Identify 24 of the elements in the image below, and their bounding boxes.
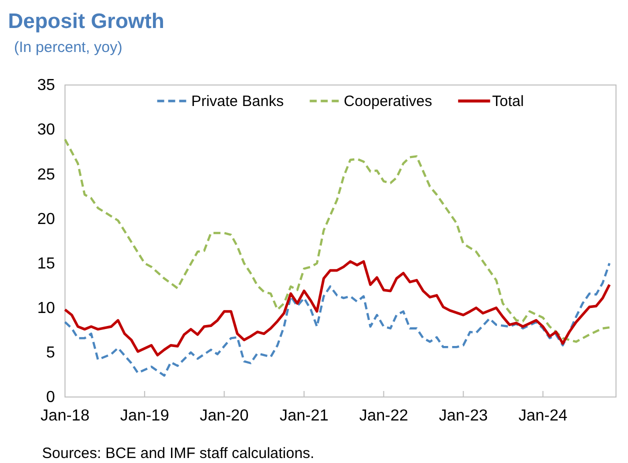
chart-subtitle: (In percent, yoy) (14, 39, 122, 56)
x-tick-label: Jan-18 (40, 407, 90, 424)
line-series (64, 260, 611, 356)
y-tick-label: 15 (37, 255, 56, 272)
y-tick-label: 25 (37, 166, 56, 184)
y-tick-label: 20 (37, 210, 56, 228)
x-tick-label: Jan-22 (359, 407, 408, 424)
y-tick-label: 10 (37, 300, 56, 317)
y-tick-label: 30 (37, 122, 56, 139)
y-tick-label: 0 (46, 389, 56, 406)
x-tick-label: Jan-20 (200, 407, 249, 424)
source-note: Sources: BCE and IMF staff calculations. (42, 445, 314, 462)
x-tick-label: Jan-21 (280, 407, 329, 424)
legend-label: Total (492, 93, 524, 110)
x-tick-label: Jan-23 (438, 407, 488, 424)
line-series (64, 262, 611, 377)
x-tick-label: Jan-24 (518, 407, 568, 424)
legend-label: Cooperatives (344, 93, 432, 110)
y-tick-label: 5 (46, 344, 56, 362)
y-tick-label: 35 (37, 77, 56, 94)
x-tick-label: Jan-19 (120, 407, 170, 424)
line-series (64, 138, 611, 343)
legend-label: Private Banks (191, 93, 284, 110)
chart-title: Deposit Growth (8, 10, 164, 33)
